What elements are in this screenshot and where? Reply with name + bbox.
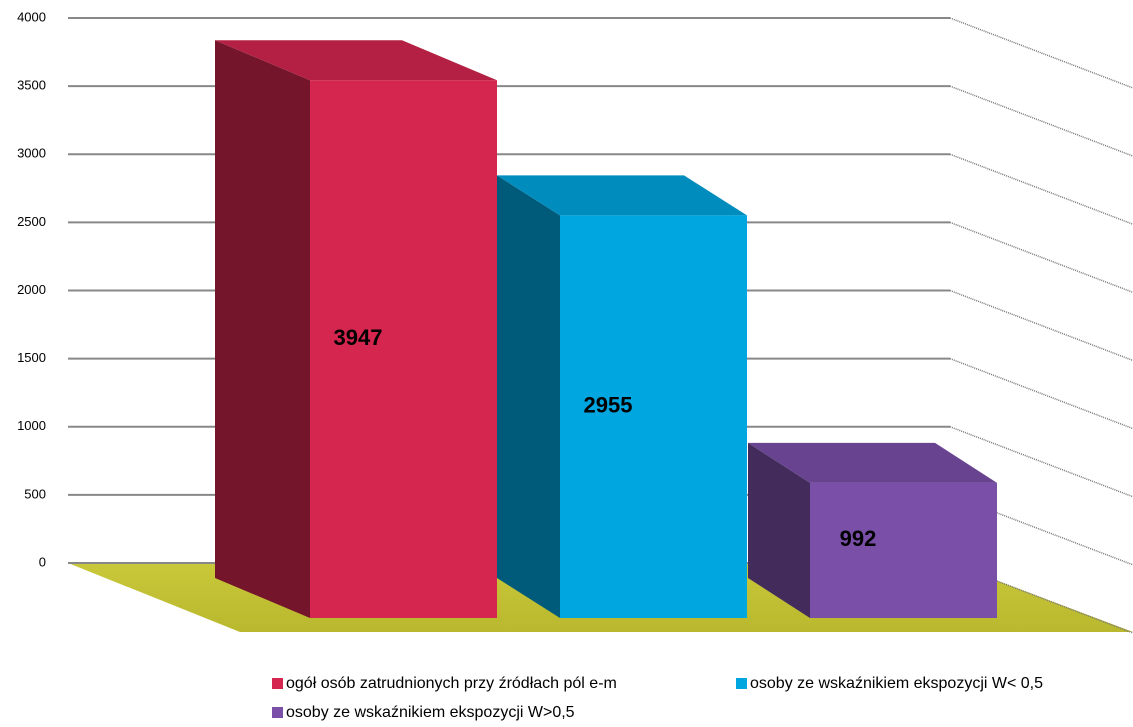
y-tick-label: 0 <box>39 554 46 569</box>
y-tick-label: 1500 <box>17 350 46 365</box>
bar-top <box>497 175 747 216</box>
legend-swatch <box>272 678 283 689</box>
legend-label: osoby ze wskaźnikiem ekspozycji W< 0,5 <box>750 675 1043 692</box>
grid-line-side <box>949 357 1133 430</box>
y-tick-label: 2500 <box>17 214 46 229</box>
bar-side <box>497 175 560 618</box>
legend-swatch <box>272 707 283 718</box>
bar-top <box>748 442 997 483</box>
legend-swatch <box>736 678 747 689</box>
y-tick-label: 4000 <box>17 9 46 24</box>
value-label: 3947 <box>334 325 383 350</box>
bar-front <box>810 482 997 618</box>
grid-line-side <box>949 221 1133 294</box>
legend-label: osoby ze wskaźnikiem ekspozycji W>0,5 <box>286 704 575 721</box>
grid-line-side <box>949 153 1133 225</box>
value-label: 992 <box>840 526 877 551</box>
bar <box>748 442 997 618</box>
value-label: 2955 <box>584 393 633 418</box>
bar-front <box>560 215 747 618</box>
grid-line-side <box>949 85 1133 157</box>
bar-top <box>215 40 497 81</box>
bar-side <box>748 442 810 618</box>
y-tick-label: 3000 <box>17 146 46 161</box>
y-tick-label: 3500 <box>17 78 46 93</box>
bar <box>497 175 747 618</box>
y-tick-label: 500 <box>24 486 46 501</box>
bar-front <box>310 80 497 618</box>
grid-line-side <box>949 426 1133 498</box>
grid-line-side <box>949 289 1133 362</box>
grid-line-side <box>949 17 1133 89</box>
bar <box>215 40 497 618</box>
y-tick-label: 1000 <box>17 418 46 433</box>
legend-label: ogół osób zatrudnionych przy źródłach pó… <box>286 675 617 692</box>
bar-side <box>215 40 310 618</box>
y-tick-label: 2000 <box>17 282 46 297</box>
